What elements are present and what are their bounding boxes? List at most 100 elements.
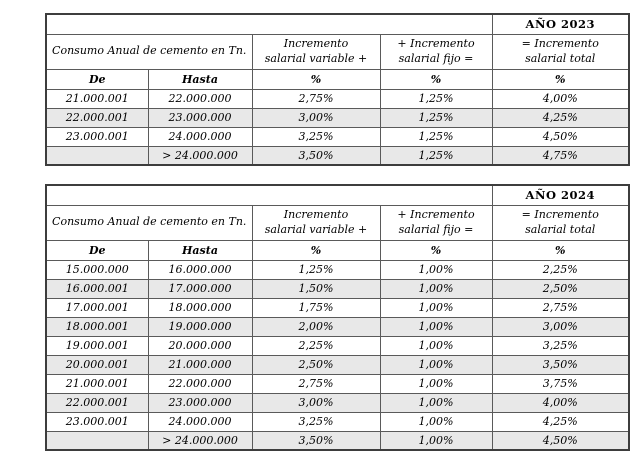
salary-table-2023: AÑO 2023 Consumo Anual de cemento en Tn.… [45,13,630,166]
cell-incremento-fijo: 1,00% [379,430,493,451]
header-incremento-fijo: + Incremento salarial fijo = [379,33,493,70]
cell-incremento-fijo: 1,00% [379,411,493,432]
cell-incremento-variable: 2,75% [251,88,381,109]
table-row: > 24.000.000 3,50% 1,00% 4,50% [45,430,630,451]
header-incremento-total: = Incremento salarial total [491,204,630,241]
cell-incremento-variable: 1,25% [251,259,381,280]
cell-consumo-hasta: 16.000.000 [147,259,253,280]
subheader-pct-variable: % [251,68,381,90]
subheader-pct-fijo: % [379,239,493,261]
subheader-hasta: Hasta [147,68,253,90]
cell-consumo-hasta: 23.000.000 [147,107,253,128]
cell-incremento-total: 3,00% [491,316,630,337]
year-row: AÑO 2024 [45,184,630,206]
table-row: 16.000.001 17.000.000 1,50% 1,00% 2,50% [45,278,630,299]
table-row: 22.000.001 23.000.000 3,00% 1,25% 4,25% [45,107,630,128]
cell-incremento-variable: 2,50% [251,354,381,375]
subheader-de: De [45,68,149,90]
cell-consumo-hasta: 23.000.000 [147,392,253,413]
cell-consumo-de: 23.000.001 [45,126,149,147]
table-row: 23.000.001 24.000.000 3,25% 1,25% 4,50% [45,126,630,147]
cell-incremento-fijo: 1,25% [379,88,493,109]
cell-consumo-hasta: > 24.000.000 [147,145,253,166]
cell-incremento-total: 4,00% [491,392,630,413]
cell-consumo-de: 18.000.001 [45,316,149,337]
cell-consumo-hasta: 17.000.000 [147,278,253,299]
cell-incremento-fijo: 1,00% [379,297,493,318]
cell-incremento-variable: 3,25% [251,411,381,432]
cell-consumo-de: 16.000.001 [45,278,149,299]
cell-consumo-de: 17.000.001 [45,297,149,318]
cell-incremento-variable: 1,75% [251,297,381,318]
cell-consumo-de: 21.000.001 [45,88,149,109]
cell-incremento-fijo: 1,00% [379,316,493,337]
cell-consumo-de: 20.000.001 [45,354,149,375]
subheader-hasta: Hasta [147,239,253,261]
cell-incremento-variable: 3,25% [251,126,381,147]
cell-consumo-hasta: 24.000.000 [147,126,253,147]
table-row: 19.000.001 20.000.000 2,25% 1,00% 3,25% [45,335,630,356]
subheader-pct-fijo: % [379,68,493,90]
cell-consumo-hasta: > 24.000.000 [147,430,253,451]
cell-incremento-variable: 3,50% [251,430,381,451]
cell-consumo-hasta: 24.000.000 [147,411,253,432]
table-row: 18.000.001 19.000.000 2,00% 1,00% 3,00% [45,316,630,337]
cell-incremento-total: 3,75% [491,373,630,394]
cell-incremento-total: 2,25% [491,259,630,280]
cell-incremento-total: 3,50% [491,354,630,375]
cell-incremento-fijo: 1,00% [379,392,493,413]
empty-spacer-cell [45,184,493,206]
table-row: 17.000.001 18.000.000 1,75% 1,00% 2,75% [45,297,630,318]
cell-incremento-fijo: 1,00% [379,259,493,280]
subheader-de: De [45,239,149,261]
subheader-pct-total: % [491,239,630,261]
cell-incremento-total: 4,00% [491,88,630,109]
sub-header-row: De Hasta % % % [45,68,630,90]
cell-incremento-fijo: 1,00% [379,278,493,299]
cell-consumo-hasta: 21.000.000 [147,354,253,375]
year-row: AÑO 2023 [45,13,630,35]
table-body-2024: 15.000.000 16.000.000 1,25% 1,00% 2,25% 16.00… [45,259,630,451]
header-incremento-fijo: + Incremento salarial fijo = [379,204,493,241]
year-label: AÑO 2024 [491,184,630,206]
cell-consumo-hasta: 18.000.000 [147,297,253,318]
main-header-row: Consumo Anual de cemento en Tn. Incremen… [45,204,630,241]
header-incremento-variable: Incremento salarial variable + [251,33,381,70]
table-row: 15.000.000 16.000.000 1,25% 1,00% 2,25% [45,259,630,280]
cell-incremento-variable: 2,00% [251,316,381,337]
cell-incremento-total: 3,25% [491,335,630,356]
main-header-row: Consumo Anual de cemento en Tn. Incremen… [45,33,630,70]
cell-consumo-de: 19.000.001 [45,335,149,356]
header-consumo: Consumo Anual de cemento en Tn. [45,204,253,241]
subheader-pct-variable: % [251,239,381,261]
cell-consumo-de: 15.000.000 [45,259,149,280]
cell-incremento-total: 2,75% [491,297,630,318]
cell-consumo-hasta: 20.000.000 [147,335,253,356]
cell-incremento-total: 2,50% [491,278,630,299]
table-row: 20.000.001 21.000.000 2,50% 1,00% 3,50% [45,354,630,375]
subheader-pct-total: % [491,68,630,90]
cell-incremento-total: 4,25% [491,107,630,128]
table-row: 21.000.001 22.000.000 2,75% 1,25% 4,00% [45,88,630,109]
cell-consumo-de [45,145,149,166]
cell-incremento-variable: 2,75% [251,373,381,394]
table-row: 22.000.001 23.000.000 3,00% 1,00% 4,00% [45,392,630,413]
table-body-2023: 21.000.001 22.000.000 2,75% 1,25% 4,00% 22.00… [45,88,630,166]
header-incremento-total: = Incremento salarial total [491,33,630,70]
cell-consumo-de: 21.000.001 [45,373,149,394]
cell-incremento-variable: 3,50% [251,145,381,166]
cell-consumo-de [45,430,149,451]
cell-incremento-fijo: 1,25% [379,126,493,147]
cell-consumo-hasta: 19.000.000 [147,316,253,337]
cell-incremento-fijo: 1,00% [379,354,493,375]
table-row: > 24.000.000 3,50% 1,25% 4,75% [45,145,630,166]
cell-consumo-de: 23.000.001 [45,411,149,432]
table-row: 21.000.001 22.000.000 2,75% 1,00% 3,75% [45,373,630,394]
cell-incremento-fijo: 1,00% [379,335,493,356]
cell-incremento-total: 4,50% [491,126,630,147]
cell-consumo-de: 22.000.001 [45,107,149,128]
cell-incremento-fijo: 1,00% [379,373,493,394]
cell-consumo-hasta: 22.000.000 [147,373,253,394]
cell-incremento-variable: 3,00% [251,392,381,413]
